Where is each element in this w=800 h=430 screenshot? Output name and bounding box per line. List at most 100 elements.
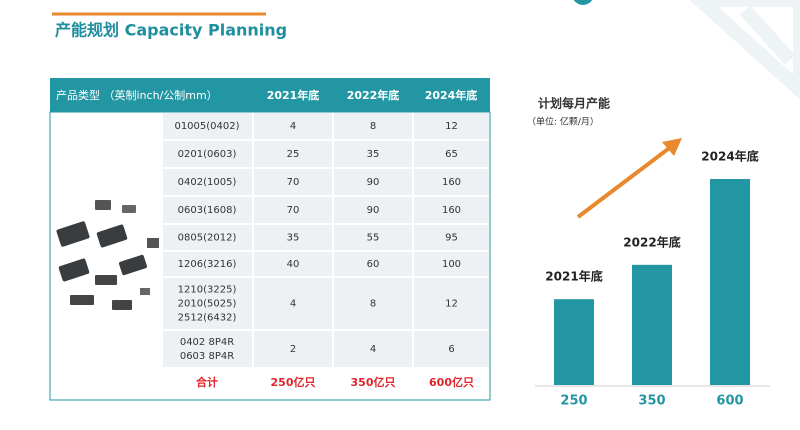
capacity-cell: 65 bbox=[445, 149, 458, 160]
product-type: 0805(2012) bbox=[178, 233, 237, 244]
cell bbox=[414, 169, 489, 195]
chip bbox=[122, 205, 136, 213]
bar-category: 2022年底 bbox=[623, 234, 680, 249]
product-type: 2512(6432) bbox=[178, 313, 237, 324]
capacity-cell: 12 bbox=[445, 299, 458, 310]
page-title: 产能规划 Capacity Planning bbox=[55, 21, 287, 40]
cell bbox=[414, 369, 489, 397]
cell bbox=[254, 169, 332, 195]
bar bbox=[710, 179, 750, 385]
cell bbox=[254, 252, 332, 276]
product-type: 0603(1608) bbox=[178, 205, 237, 216]
cell bbox=[163, 197, 252, 223]
cell bbox=[414, 225, 489, 250]
cell bbox=[254, 369, 332, 397]
product-type: 1210(3225) bbox=[178, 285, 237, 296]
capacity-cell: 25 bbox=[287, 149, 300, 160]
product-type: 01005(0402) bbox=[174, 121, 239, 132]
chip bbox=[95, 200, 111, 210]
column-header: 2021年底 bbox=[267, 88, 320, 102]
cell bbox=[163, 169, 252, 195]
capacity-cell: 90 bbox=[367, 205, 380, 216]
cell bbox=[334, 197, 412, 223]
header-row bbox=[50, 78, 490, 112]
value-label: 600 bbox=[716, 394, 743, 409]
total-cell: 600亿只 bbox=[429, 375, 474, 389]
capacity-cell: 160 bbox=[442, 177, 461, 188]
cell bbox=[254, 113, 332, 139]
capacity-cell: 35 bbox=[287, 233, 300, 244]
cell bbox=[334, 225, 412, 250]
cell bbox=[334, 278, 412, 329]
total-cell: 350亿只 bbox=[351, 375, 396, 389]
table: 产品类型 （英制inch/公制mm） 2021年底 2022年底 2024年底 0100… bbox=[49, 78, 491, 401]
capacity-cell: 60 bbox=[367, 259, 380, 270]
value-label: 250 bbox=[560, 394, 587, 409]
cell bbox=[414, 113, 489, 139]
table-border bbox=[49, 111, 491, 401]
capacity-cell: 12 bbox=[445, 121, 458, 132]
product-type: 0402 8P4R bbox=[180, 337, 234, 348]
capacity-cell: 55 bbox=[367, 233, 380, 244]
value-label: 350 bbox=[638, 394, 665, 409]
cell bbox=[163, 331, 252, 367]
cell bbox=[334, 141, 412, 167]
cell bbox=[254, 225, 332, 250]
cell bbox=[163, 369, 252, 397]
product-type: 2010(5025) bbox=[178, 299, 237, 310]
arrow-head bbox=[662, 138, 682, 156]
capacity-cell: 40 bbox=[287, 259, 300, 270]
bar bbox=[632, 264, 672, 385]
chart: 2021年底 250 2022年底 350 2024年底 600 bbox=[545, 149, 758, 409]
chip bbox=[56, 221, 90, 247]
chip bbox=[118, 254, 148, 276]
cell bbox=[163, 225, 252, 250]
cell bbox=[414, 197, 489, 223]
chip bbox=[112, 300, 132, 310]
product-type: 0402(1005) bbox=[178, 177, 237, 188]
capacity-cell: 4 bbox=[290, 299, 296, 310]
chart-title: 计划每月产能 bbox=[538, 96, 610, 111]
capacity-cell: 8 bbox=[370, 121, 376, 132]
cell bbox=[334, 169, 412, 195]
chart-subtitle: （单位: 亿颗/月） bbox=[527, 116, 599, 128]
column-header: 产品类型 （英制inch/公制mm） bbox=[56, 88, 218, 102]
product-image bbox=[51, 113, 161, 399]
chip bbox=[70, 295, 94, 305]
product-type: 1206(3216) bbox=[178, 259, 237, 270]
product-type: 0603 8P4R bbox=[180, 351, 234, 362]
bar-category: 2024年底 bbox=[701, 149, 758, 164]
cell bbox=[163, 141, 252, 167]
capacity-cell: 90 bbox=[367, 177, 380, 188]
chip bbox=[96, 224, 128, 248]
capacity-cell: 6 bbox=[448, 344, 454, 355]
capacity-cell: 4 bbox=[370, 344, 376, 355]
trend-arrow bbox=[576, 144, 674, 219]
product-type: 0201(0603) bbox=[178, 149, 237, 160]
image-bg bbox=[51, 113, 161, 399]
cell bbox=[163, 113, 252, 139]
capacity-cell: 35 bbox=[367, 149, 380, 160]
cell bbox=[414, 331, 489, 367]
logo bbox=[573, 0, 593, 5]
chip bbox=[58, 258, 90, 282]
capacity-cell: 8 bbox=[370, 299, 376, 310]
capacity-cell: 2 bbox=[290, 344, 296, 355]
column-header: 2024年底 bbox=[425, 88, 478, 102]
chip bbox=[147, 238, 159, 248]
capacity-cell: 70 bbox=[287, 177, 300, 188]
cell bbox=[414, 252, 489, 276]
capacity-cell: 95 bbox=[445, 233, 458, 244]
bar bbox=[554, 299, 594, 385]
cell bbox=[163, 278, 252, 329]
capacity-cell: 100 bbox=[442, 259, 461, 270]
cell bbox=[163, 252, 252, 276]
capacity-cell: 4 bbox=[290, 121, 296, 132]
capacity-cell: 70 bbox=[287, 205, 300, 216]
chip bbox=[95, 275, 117, 285]
cell bbox=[334, 369, 412, 397]
total-cell: 250亿只 bbox=[271, 375, 316, 389]
cell bbox=[414, 141, 489, 167]
